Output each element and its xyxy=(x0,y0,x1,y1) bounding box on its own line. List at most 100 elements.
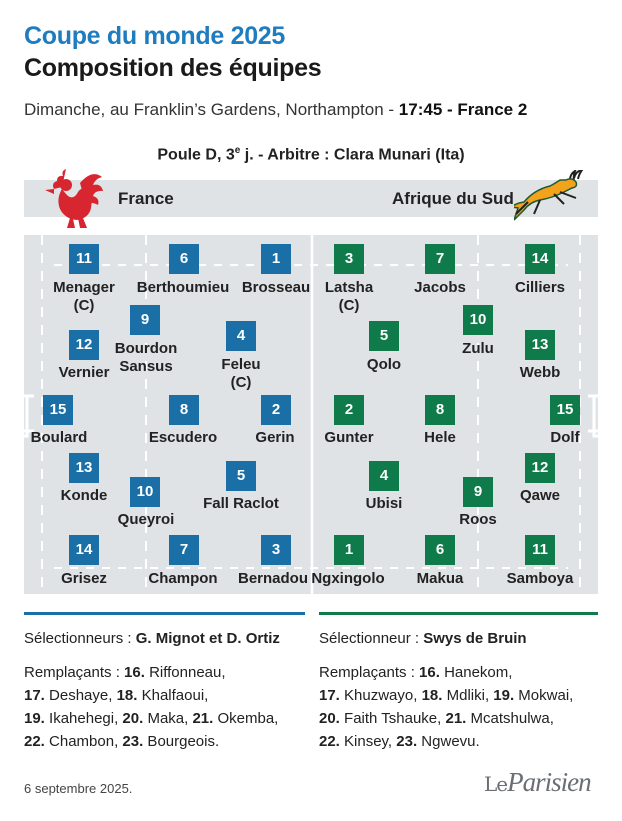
sub-name: Khalfaoui, xyxy=(137,687,209,704)
player-number-fr-12: 12 xyxy=(69,330,99,360)
player-name-sa-ubisi: Ubisi xyxy=(365,495,403,512)
player-number-fr-5: 5 xyxy=(226,461,256,491)
player-name-fr-vernier: Vernier xyxy=(58,364,110,381)
player-name-fr-boulard: Boulard xyxy=(30,429,88,446)
sub-number: 17. xyxy=(24,687,45,704)
player-number-fr-4: 4 xyxy=(226,321,256,351)
player-name-fr-champon: Champon xyxy=(148,570,218,587)
subs-label: Remplaçants : xyxy=(319,664,420,681)
sub-name: Mokwai, xyxy=(514,687,574,704)
player-number-fr-14: 14 xyxy=(69,535,99,565)
player-name-fr-feleu: Feleu (C) xyxy=(221,356,260,392)
subtitle-time: 17:45 xyxy=(398,100,443,119)
player-number-sa-6: 6 xyxy=(425,535,455,565)
player-name-fr-bernadou: Bernadou xyxy=(237,570,309,587)
sub-name: Riffonneau, xyxy=(144,664,226,681)
publication-date: 6 septembre 2025. xyxy=(24,781,133,796)
right-goalposts xyxy=(592,394,608,438)
pool-prefix: Poule D, 3 xyxy=(157,146,235,164)
player-name: Latsha xyxy=(324,279,374,296)
player-number-fr-7: 7 xyxy=(169,535,199,565)
player-name-fr-konde: Konde xyxy=(60,487,108,504)
player-name-sa-zulu: Zulu xyxy=(462,340,494,357)
player-number-fr-1: 1 xyxy=(261,244,291,274)
player-number-sa-4: 4 xyxy=(369,461,399,491)
subtitle-channel: France 2 xyxy=(457,100,528,119)
player-number-sa-15: 15 xyxy=(550,395,580,425)
player-number-sa-14: 14 xyxy=(525,244,555,274)
player-number-sa-10: 10 xyxy=(463,305,493,335)
player-number-sa-11: 11 xyxy=(525,535,555,565)
player-name-sa-jacobs: Jacobs xyxy=(414,279,466,296)
player-number-sa-9: 9 xyxy=(463,477,493,507)
player-number-fr-9: 9 xyxy=(130,305,160,335)
le-parisien-logo: LeParisien xyxy=(484,767,592,798)
sub-number: 19. xyxy=(493,687,515,704)
player-number-fr-10: 10 xyxy=(130,477,160,507)
player-number-fr-2: 2 xyxy=(261,395,291,425)
player-name-fr-fall-raclot: Fall Raclot xyxy=(203,495,279,512)
player-name-fr-menager: Menager (C) xyxy=(53,279,115,315)
south-africa-substitutes: Remplaçants : 16. Hanekom, 17. Khuzwayo,… xyxy=(319,661,604,753)
player-name: Menager xyxy=(53,279,115,296)
sub-name: Maka, xyxy=(143,710,193,727)
subtitle-separator: - xyxy=(442,100,458,119)
sub-name: Deshaye, xyxy=(44,687,117,704)
sub-name: Hanekom, xyxy=(439,664,513,681)
player-name-sa-webb: Webb xyxy=(519,364,561,381)
page-title: Composition des équipes xyxy=(24,54,322,82)
player-name-fr-bourdon-sansus: Bourdon Sansus xyxy=(115,340,177,376)
coach-label: Sélectionneurs : xyxy=(24,630,136,647)
player-number-sa-13: 13 xyxy=(525,330,555,360)
player-name-sa-cilliers: Cilliers xyxy=(514,279,566,296)
rugby-field xyxy=(24,235,598,594)
player-number-sa-12: 12 xyxy=(525,453,555,483)
coach-names: G. Mignot et D. Ortiz xyxy=(135,630,280,647)
captain-mark: (C) xyxy=(338,297,360,314)
sub-number: 21. xyxy=(445,710,467,727)
player-name-sa-ngxingolo: Ngxingolo xyxy=(311,570,385,587)
sub-name: Ikahehegi, xyxy=(44,710,123,727)
player-name-sa-latsha: Latsha (C) xyxy=(325,279,373,315)
sub-number: 23. xyxy=(122,733,144,750)
player-number-fr-15: 15 xyxy=(43,395,73,425)
sub-number: 16. xyxy=(124,664,145,681)
team-away-name: Afrique du Sud xyxy=(392,189,514,208)
player-number-fr-8: 8 xyxy=(169,395,199,425)
coach-label: Sélectionneur : xyxy=(319,630,424,647)
player-name-sa-samboya: Samboya xyxy=(506,570,574,587)
subtitle-venue: Dimanche, au Franklin’s Gardens, Northam… xyxy=(24,100,399,119)
south-africa-coach: Sélectionneur : Swys de Bruin xyxy=(319,627,527,650)
france-coaches: Sélectionneurs : G. Mignot et D. Ortiz xyxy=(24,627,280,650)
france-substitutes: Remplaçants : 16. Riffonneau, 17. Deshay… xyxy=(24,661,309,753)
player-number-fr-3: 3 xyxy=(261,535,291,565)
left-goalposts xyxy=(13,394,29,438)
player-number-sa-2: 2 xyxy=(334,395,364,425)
sub-name: Kinsey, xyxy=(339,733,397,750)
player-name-fr-escudero: Escudero xyxy=(148,429,218,446)
subs-label: Remplaçants : xyxy=(24,664,125,681)
kicker-title: Coupe du monde 2025 xyxy=(24,22,286,50)
coach-names: Swys de Bruin xyxy=(423,630,527,647)
sub-number: 23. xyxy=(396,733,418,750)
sub-name: Faith Tshauke, xyxy=(339,710,446,727)
rooster-icon xyxy=(45,169,103,228)
sub-name: Okemba, xyxy=(213,710,279,727)
sub-number: 22. xyxy=(24,733,45,750)
player-name-fr-grisez: Grisez xyxy=(61,570,107,587)
player-name-fr-brosseau: Brosseau xyxy=(241,279,311,296)
logo-parisien: Parisien xyxy=(507,767,591,797)
player-name: Bourdon xyxy=(114,340,178,357)
team-home-name: France xyxy=(118,189,174,208)
springbok-icon xyxy=(514,170,584,221)
south-africa-divider xyxy=(319,612,598,615)
sub-number: 16. xyxy=(419,664,440,681)
player-name-fr-gerin: Gerin xyxy=(255,429,295,446)
player-number-sa-8: 8 xyxy=(425,395,455,425)
sub-name: Mcatshulwa, xyxy=(466,710,554,727)
player-name-sa-hele: Hele xyxy=(424,429,456,446)
match-subtitle: Dimanche, au Franklin’s Gardens, Northam… xyxy=(24,100,527,120)
player-name-fr-berthoumieu: Berthoumieu xyxy=(136,279,230,296)
player-number-sa-3: 3 xyxy=(334,244,364,274)
player-name-second: Sansus xyxy=(119,358,173,375)
